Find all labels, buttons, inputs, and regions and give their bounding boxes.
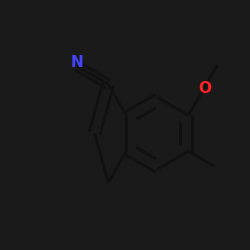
Text: O: O — [198, 82, 211, 96]
Text: N: N — [71, 55, 84, 70]
